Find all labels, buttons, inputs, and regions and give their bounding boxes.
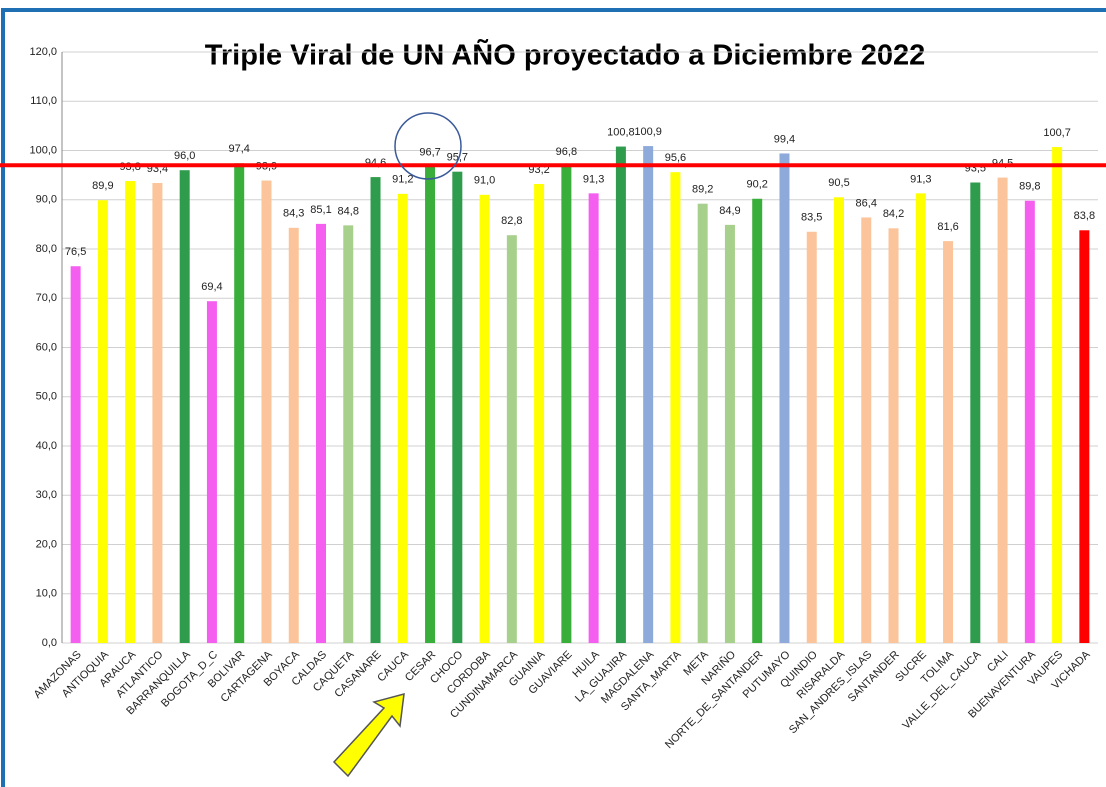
y-tick-label: 50,0	[36, 391, 57, 403]
bar	[425, 166, 436, 643]
bar	[370, 177, 381, 643]
y-tick-label: 120,0	[29, 46, 57, 58]
highlight-arrow	[332, 692, 405, 778]
bar	[779, 153, 790, 643]
bar	[152, 183, 163, 643]
bar	[316, 223, 326, 643]
data-label: 86,4	[856, 197, 877, 209]
bar	[561, 166, 572, 643]
bar	[506, 235, 517, 643]
data-label: 96,7	[419, 147, 440, 159]
bar	[452, 171, 463, 644]
data-label: 91,0	[474, 175, 495, 187]
data-label: 69,4	[201, 281, 222, 293]
data-label: 90,2	[746, 179, 767, 191]
bar	[670, 172, 681, 644]
data-label: 100,9	[634, 126, 662, 138]
y-tick-label: 20,0	[36, 538, 57, 550]
y-tick-label: 30,0	[36, 489, 57, 501]
frame	[1, 8, 1106, 787]
bar	[806, 231, 817, 643]
data-label: 84,3	[283, 208, 304, 220]
data-label: 100,7	[1043, 127, 1071, 139]
bar	[479, 194, 490, 643]
y-tick-label: 40,0	[36, 440, 57, 452]
bar	[1024, 200, 1035, 644]
plot: 0,0 10,0 20,0 30,0 40,0 50,0 60,0 70,0 80,0 90,0 1…	[0, 46, 1106, 751]
y-tick-label: 80,0	[36, 243, 57, 255]
data-label: 95,7	[447, 152, 468, 164]
y-tick-label: 110,0	[30, 95, 57, 107]
data-label: 89,9	[92, 180, 113, 192]
bar	[125, 181, 136, 643]
bar	[588, 193, 599, 643]
chart-title: Triple Viral de UN AÑO proyectado a Dici…	[205, 38, 925, 72]
y-tick-label: 60,0	[36, 341, 57, 353]
bar	[643, 146, 654, 643]
y-tick-label: 10,0	[36, 588, 57, 600]
y-tick-label: 100,0	[29, 144, 57, 156]
bar	[179, 170, 190, 643]
data-label: 91,3	[583, 173, 604, 185]
bar	[615, 146, 626, 643]
y-tick-label: 0,0	[42, 637, 57, 649]
bar	[397, 193, 408, 643]
data-label: 81,6	[937, 221, 958, 233]
data-label: 83,5	[801, 212, 822, 224]
data-label: 96,8	[556, 146, 577, 158]
bar	[970, 182, 981, 643]
bar	[861, 217, 872, 644]
bar	[834, 197, 844, 643]
data-label: 90,5	[828, 177, 849, 189]
data-label: 99,4	[774, 133, 795, 145]
bar	[888, 228, 899, 643]
highlight-circle	[394, 112, 462, 180]
data-label: 85,1	[310, 204, 331, 216]
bar	[724, 224, 735, 643]
data-label: 91,3	[910, 173, 931, 185]
data-label: 84,9	[719, 205, 740, 217]
y-tick-label: 90,0	[36, 194, 57, 206]
bar	[234, 163, 245, 643]
y-tick-label: 70,0	[36, 292, 57, 304]
bar	[1052, 147, 1063, 644]
bar	[1079, 230, 1090, 643]
bar	[70, 266, 81, 643]
data-label: 97,4	[228, 143, 249, 155]
data-label: 84,8	[338, 205, 359, 217]
bar	[752, 198, 763, 643]
data-label: 82,8	[501, 215, 522, 227]
bar	[915, 193, 926, 643]
data-label: 89,2	[692, 184, 713, 196]
bar	[288, 227, 299, 643]
bar	[534, 183, 545, 644]
data-label: 83,8	[1074, 210, 1095, 222]
data-label: 76,5	[65, 246, 86, 258]
bar	[697, 203, 708, 643]
data-label: 89,8	[1019, 181, 1040, 193]
data-label: 100,8	[607, 126, 635, 138]
bar	[97, 200, 108, 643]
bar	[261, 180, 272, 644]
data-label: 96,0	[174, 150, 195, 162]
bar	[997, 177, 1008, 643]
bar	[343, 225, 354, 644]
data-label: 95,6	[665, 152, 686, 164]
data-label: 91,2	[392, 174, 413, 186]
bar	[943, 241, 954, 643]
bar	[206, 301, 217, 643]
data-label: 84,2	[883, 208, 904, 220]
